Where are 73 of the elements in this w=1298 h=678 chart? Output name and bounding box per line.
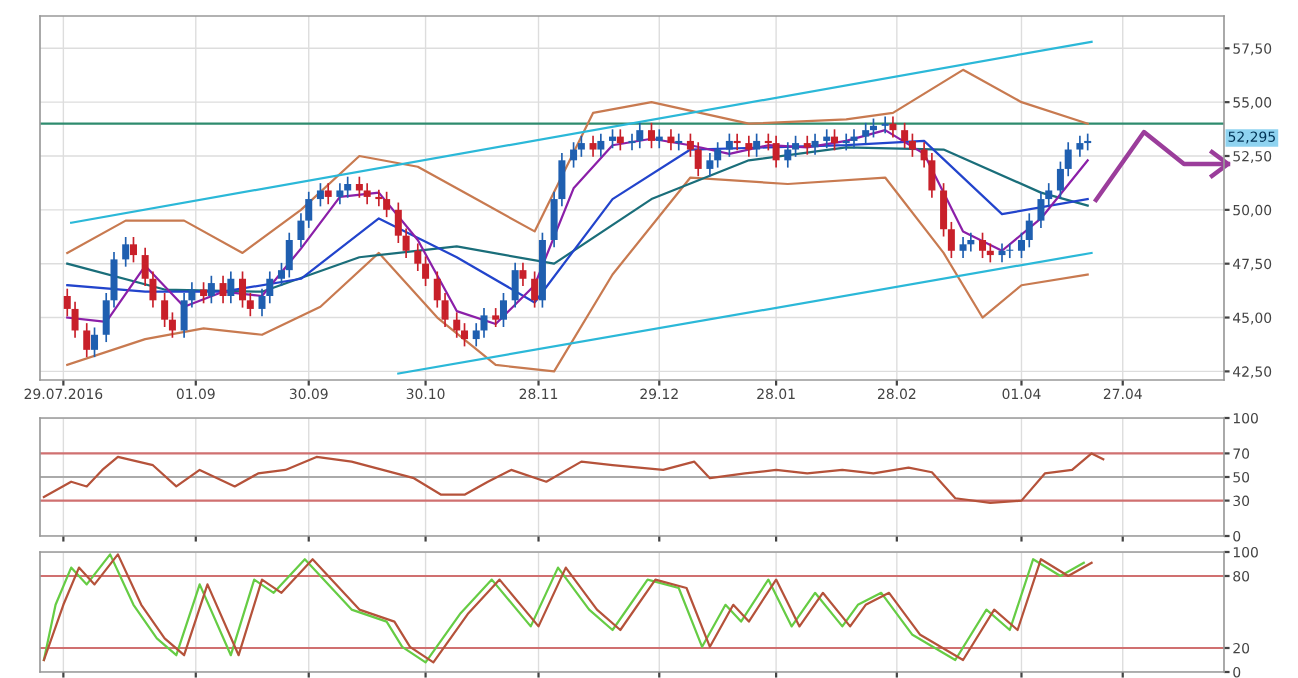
candlestick <box>499 293 507 327</box>
candlestick <box>383 191 391 218</box>
candlestick <box>344 176 352 198</box>
candlestick <box>336 183 344 205</box>
candlestick <box>998 243 1006 263</box>
candlestick <box>889 116 897 138</box>
candlestick <box>207 275 215 304</box>
candlestick <box>940 183 948 237</box>
candlestick <box>161 293 169 327</box>
candlestick <box>772 135 780 168</box>
candlestick <box>803 135 811 155</box>
candlestick <box>959 237 967 259</box>
candlestick <box>316 183 324 207</box>
candlestick <box>908 133 916 157</box>
candlestick <box>511 262 519 308</box>
candlestick <box>71 301 79 338</box>
candlestick <box>831 129 839 151</box>
candlestick <box>947 221 955 259</box>
candlestick <box>589 135 597 157</box>
candlestick <box>850 129 858 149</box>
candlestick <box>725 133 733 157</box>
candlestick <box>83 323 91 358</box>
candlestick <box>453 312 461 338</box>
candlestick <box>414 243 422 271</box>
candlestick <box>616 129 624 151</box>
candlestick <box>1084 133 1092 151</box>
candlestick <box>480 308 488 338</box>
candlestick <box>901 122 909 149</box>
candlestick <box>675 133 683 151</box>
candlestick <box>285 232 293 278</box>
candlestick <box>1037 191 1045 228</box>
candlestick <box>694 142 702 177</box>
candlestick <box>168 312 176 338</box>
candlestick <box>823 129 831 149</box>
candlestick <box>881 116 889 134</box>
candlestick <box>597 133 605 157</box>
candlestick <box>979 232 987 259</box>
candlestick <box>655 129 663 149</box>
candlestick <box>784 142 792 168</box>
candlestick <box>745 135 753 157</box>
candlestick <box>239 271 247 308</box>
candlestick <box>91 327 99 358</box>
candlestick <box>667 129 675 151</box>
candlestick <box>714 142 722 168</box>
candlestick <box>753 133 761 157</box>
candlestick <box>531 271 539 308</box>
candlestick <box>1025 213 1033 248</box>
candlestick <box>324 183 332 205</box>
candlestick <box>227 271 235 304</box>
candlestick <box>355 176 363 198</box>
candlestick <box>129 237 137 263</box>
candlestick <box>986 243 994 263</box>
candlestick <box>733 133 741 151</box>
candlestick <box>706 153 714 177</box>
candlestick <box>570 142 578 168</box>
candlestick <box>577 135 585 157</box>
candlestick <box>647 122 655 149</box>
candlestick <box>862 122 870 144</box>
candlestick <box>363 183 371 205</box>
candlestick <box>519 262 527 287</box>
line-series <box>42 452 1105 505</box>
candlestick <box>219 275 227 304</box>
candlestick <box>636 122 644 149</box>
candlestick <box>1076 135 1084 157</box>
candlestick <box>842 133 850 151</box>
line-series <box>66 176 1089 373</box>
candlestick <box>492 308 500 327</box>
candlestick <box>200 282 208 304</box>
candlestick <box>811 133 819 155</box>
candlestick <box>375 189 383 207</box>
candlestick <box>122 237 130 267</box>
line-series <box>66 68 1089 255</box>
candlestick <box>967 232 975 252</box>
